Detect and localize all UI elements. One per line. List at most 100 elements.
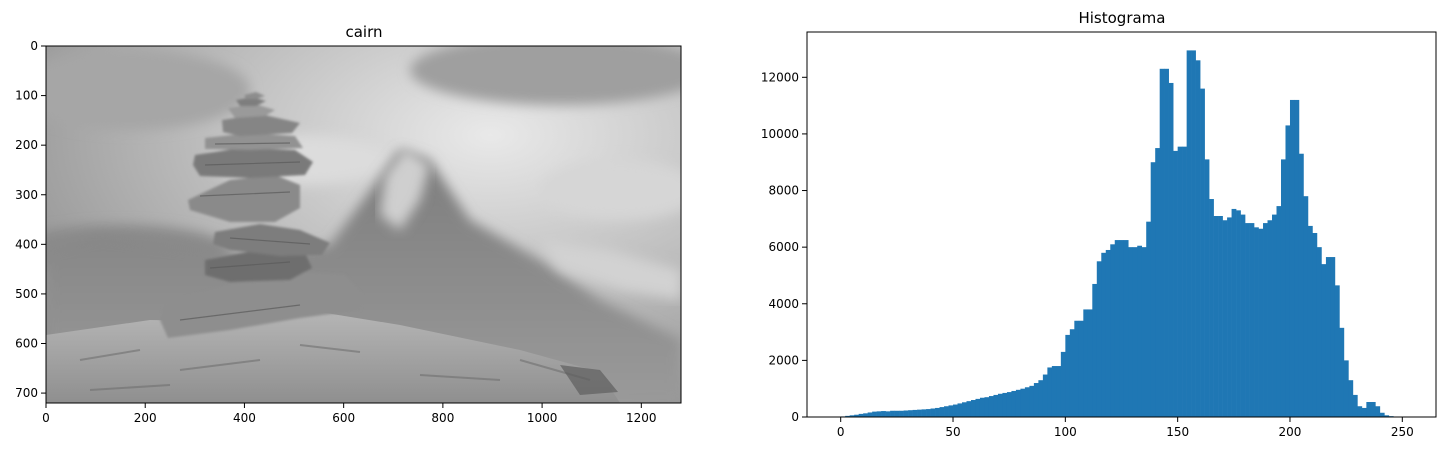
histogram-bar — [1141, 247, 1147, 417]
histogram-bar — [1123, 240, 1129, 417]
histogram-bars — [840, 50, 1399, 418]
histogram-y-tick-label: 12000 — [761, 70, 799, 84]
histogram-bar — [1114, 240, 1120, 417]
histogram-x-tick-label: 250 — [1391, 425, 1414, 439]
histogram-bar — [1334, 285, 1340, 417]
histogram-bar — [1029, 385, 1035, 417]
histogram-bar — [1263, 223, 1268, 417]
histogram-bar — [975, 398, 981, 417]
image-x-tick-label: 1200 — [626, 411, 657, 425]
histogram-bar — [1060, 351, 1066, 417]
image-y-tick-label: 500 — [15, 287, 38, 301]
histogram-bar — [917, 409, 922, 417]
image-y-tick-label: 700 — [15, 386, 38, 400]
image-x-tick-label: 200 — [134, 411, 157, 425]
histogram-bar — [1209, 199, 1214, 417]
histogram-bar — [863, 413, 868, 417]
histogram-bar — [1236, 210, 1241, 417]
histogram-bar — [1119, 240, 1125, 417]
histogram-bar — [903, 410, 909, 417]
histogram-bar — [1146, 221, 1152, 417]
histogram-bar — [845, 415, 850, 417]
histogram-bar — [1254, 227, 1259, 417]
histogram-bar — [1276, 206, 1282, 417]
histogram-bar — [1361, 407, 1367, 417]
histogram-bar — [849, 415, 855, 417]
histogram-bar — [962, 402, 967, 417]
histogram-bar — [944, 406, 949, 417]
histogram-x-tick-label: 0 — [837, 425, 845, 439]
histogram-bar — [1132, 247, 1138, 417]
histogram-bar — [1289, 99, 1295, 418]
histogram-bar — [1002, 392, 1008, 417]
histogram-bar — [1298, 153, 1304, 417]
histogram-bar — [1307, 225, 1313, 417]
photo-cairn — [45, 45, 682, 404]
histogram-x-tick-label: 150 — [1166, 425, 1189, 439]
histogram-bar — [921, 409, 927, 417]
histogram-bar — [908, 410, 913, 417]
image-title: cairn — [345, 23, 382, 41]
image-y-tick-label: 0 — [30, 39, 38, 53]
histogram-bar — [1245, 223, 1250, 417]
histogram-bar — [1285, 125, 1291, 417]
histogram-bar — [899, 410, 904, 417]
histogram-y-tick-label: 0 — [791, 410, 799, 424]
histogram-bar — [988, 396, 994, 417]
histogram-bar — [1101, 252, 1107, 417]
histogram-bar — [1083, 309, 1089, 417]
histogram-bar — [1339, 327, 1345, 417]
histogram-bar — [1249, 223, 1255, 417]
histogram-bar — [1316, 247, 1322, 417]
histogram-bar — [1056, 366, 1062, 417]
histogram-bar — [894, 410, 900, 417]
histogram-bar — [1168, 82, 1174, 418]
histogram-bar — [1092, 283, 1098, 417]
histogram-bar — [1352, 394, 1358, 417]
histogram-bar — [984, 397, 990, 417]
histogram-bar — [1096, 261, 1102, 417]
image-y-tick-label: 100 — [15, 89, 38, 103]
histogram-bar — [1294, 99, 1300, 418]
image-axes: cairn — [15, 23, 682, 425]
image-x-tick-label: 400 — [233, 411, 256, 425]
histogram-bar — [935, 407, 940, 417]
histogram-y-tick-label: 6000 — [768, 240, 799, 254]
histogram-bar — [1240, 214, 1246, 417]
histogram-bar — [1177, 146, 1183, 417]
histogram-y-tick-label: 4000 — [768, 297, 799, 311]
image-x-tick-label: 600 — [332, 411, 355, 425]
histogram-bar — [1222, 220, 1228, 417]
histogram-y-tick-label: 8000 — [768, 184, 799, 198]
histogram-bar — [1379, 412, 1385, 417]
histogram-bar — [1182, 146, 1187, 417]
histogram-bar — [872, 411, 877, 417]
histogram-bar — [1204, 159, 1210, 417]
histogram-bar — [1011, 390, 1017, 417]
histogram-bar — [1303, 196, 1309, 417]
histogram-bar — [1047, 367, 1053, 417]
histogram-bar — [1321, 264, 1327, 417]
histogram-bar — [876, 411, 882, 417]
histogram-bar — [957, 403, 963, 417]
histogram-bar — [1343, 360, 1349, 417]
histogram-bar — [997, 393, 1003, 417]
histogram-bar — [1280, 159, 1286, 417]
histogram-bar — [1231, 208, 1237, 417]
histogram-bar — [926, 409, 931, 417]
histogram-bar — [854, 414, 859, 417]
histogram-bar — [881, 411, 886, 417]
histogram-x-axis: 0 50 100 150 200 250 — [837, 417, 1414, 439]
image-y-tick-label: 200 — [15, 138, 38, 152]
histogram-bar — [993, 394, 999, 417]
histogram-bar — [948, 405, 954, 417]
image-y-tick-label: 600 — [15, 337, 38, 351]
histogram-bar — [1128, 247, 1134, 417]
histogram-bar — [1200, 88, 1205, 417]
histogram-x-tick-label: 200 — [1279, 425, 1302, 439]
histogram-bar — [979, 397, 985, 417]
histogram-bar — [1110, 244, 1116, 417]
histogram-bar — [1366, 401, 1372, 417]
histogram-axes: Histograma 0 50 100 150 200 250 0 2000 4000 6000… — [761, 9, 1437, 439]
